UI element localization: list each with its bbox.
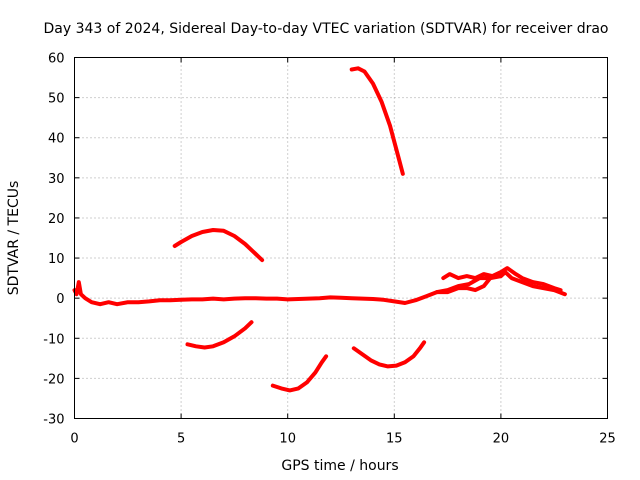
y-axis-label: SDTVAR / TECUs xyxy=(6,181,22,296)
series-upper-band xyxy=(441,266,563,293)
series-arc-a xyxy=(172,228,265,263)
chart-title: Day 343 of 2024, Sidereal Day-to-day VTE… xyxy=(43,21,608,37)
y-tick-label: -10 xyxy=(43,332,64,347)
y-tick-label: 30 xyxy=(48,172,65,187)
y-tick-label: 50 xyxy=(48,92,65,107)
x-tick-label: 25 xyxy=(599,432,616,447)
x-tick-label: 0 xyxy=(70,432,78,447)
grid-lines xyxy=(74,57,608,419)
y-tick-label: 10 xyxy=(48,252,65,267)
series-group xyxy=(72,66,567,393)
y-tick-label: 60 xyxy=(48,52,65,67)
x-tick-label: 5 xyxy=(177,432,185,447)
series-arc-c xyxy=(185,320,254,350)
series-lower-band xyxy=(434,276,493,295)
x-axis: 0 5 10 15 20 25 xyxy=(70,57,616,447)
y-tick-label: 0 xyxy=(56,292,64,307)
y-tick-label: -30 xyxy=(43,413,64,428)
x-tick-label: 15 xyxy=(386,432,403,447)
y-axis: -30 -20 -10 0 10 20 30 40 50 60 xyxy=(43,52,608,428)
series-arc-b xyxy=(349,66,405,176)
y-tick-label: 40 xyxy=(48,132,65,147)
x-tick-label: 10 xyxy=(279,432,296,447)
y-tick-label: 20 xyxy=(48,212,65,227)
y-tick-label: -20 xyxy=(43,372,64,387)
series-arc-e xyxy=(351,340,427,369)
x-tick-label: 20 xyxy=(493,432,510,447)
series-main-track xyxy=(72,270,567,307)
series-arc-d xyxy=(270,354,329,393)
plot-frame xyxy=(74,57,608,419)
x-axis-label: GPS time / hours xyxy=(281,458,398,474)
